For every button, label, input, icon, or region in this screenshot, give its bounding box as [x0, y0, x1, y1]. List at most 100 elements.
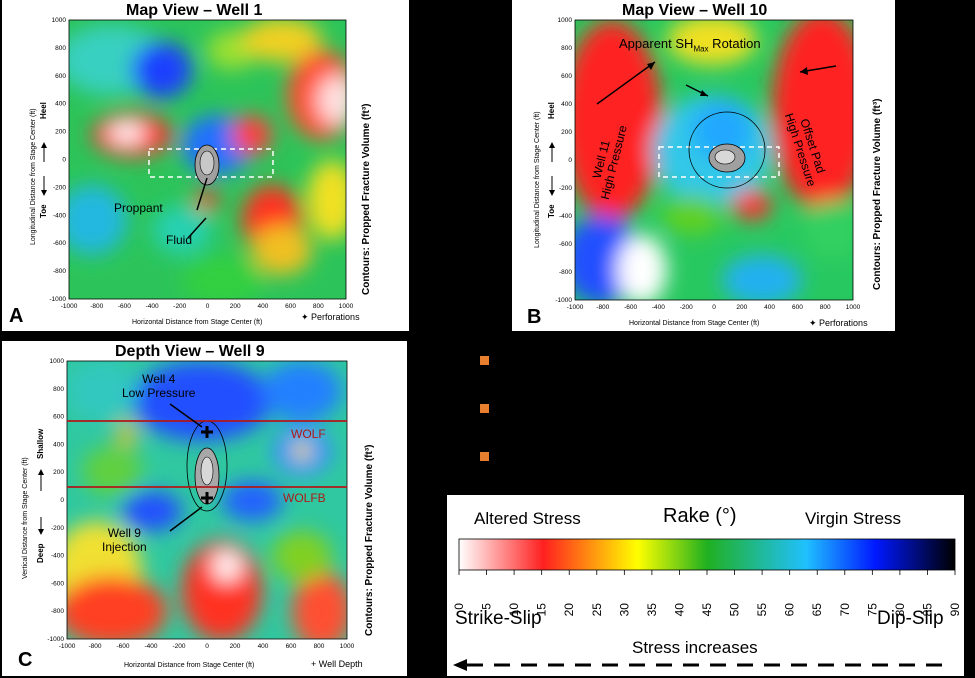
- x-tick-label: -200: [680, 304, 693, 311]
- x-tick-label: -600: [118, 303, 131, 310]
- x-tick-label: -1000: [567, 304, 584, 311]
- wolfb-label: WOLFB: [283, 491, 326, 505]
- y-tick-label: 200: [561, 129, 572, 136]
- y-tick-label: -1000: [49, 296, 66, 303]
- x-tick-label: -1000: [59, 643, 76, 650]
- x-tick-label: 1000: [846, 304, 861, 311]
- panel-a-xlabel: Horizontal Distance from Stage Center (f…: [132, 319, 263, 326]
- x-tick-label: 600: [792, 304, 803, 311]
- y-tick-label: -800: [559, 269, 572, 276]
- y-tick-label: -200: [51, 525, 64, 532]
- panel-c-x-ticks: -1000 -800 -600 -400 -200 0 200 400 600 800 1000: [59, 643, 355, 650]
- well9-marker: [201, 492, 213, 504]
- well9-label: Well 9 Injection: [102, 526, 147, 554]
- panel-c-letter: C: [18, 649, 33, 671]
- legend-tick-label: 15: [535, 603, 549, 617]
- x-tick-label: 600: [285, 303, 296, 310]
- panel-a-dir-arrows: [41, 142, 47, 196]
- proppant-arrow: [196, 177, 208, 211]
- x-tick-label: -1000: [61, 303, 78, 310]
- panel-b-dir-arrows: [549, 142, 555, 196]
- panel-b-x-ticks: -1000 -800 -600 -400 -200 0 200 400 600 800 1000: [567, 304, 861, 311]
- y-tick-label: -200: [53, 184, 66, 191]
- y-tick-label: 0: [62, 157, 66, 164]
- y-tick-label: 200: [53, 469, 64, 476]
- y-tick-label: 0: [60, 497, 64, 504]
- panel-c-depth-note: + Well Depth: [311, 659, 363, 669]
- panel-a-plot: -1000 -800 -600 -400 -200 0 200 400 600 800 1000 1…: [49, 17, 353, 310]
- x-tick-label: -800: [90, 303, 103, 310]
- panel-c-title: Depth View – Well 9: [115, 343, 265, 360]
- legend-colorbar: 0 5 10 15 20 25 30 35 40 45 50 55 60 65 70 75 80 85 90: [452, 538, 962, 671]
- x-tick-label: 800: [313, 303, 324, 310]
- bullet-1: [480, 356, 489, 365]
- panel-a: -1000 -800 -600 -400 -200 0 200 400 600 800 1000 1…: [2, 0, 409, 331]
- fluid-arrow: [187, 217, 207, 239]
- x-tick-label: 0: [712, 304, 716, 311]
- x-tick-label: -800: [88, 643, 101, 650]
- panel-b: -1000 -800 -600 -400 -200 0 200 400 600 800 1000 1…: [512, 0, 895, 331]
- y-tick-label: 400: [53, 441, 64, 448]
- panel-c: -1000 -800 -600 -400 -200 0 200 400 600 800 1000 1…: [2, 341, 407, 676]
- x-tick-label: -400: [652, 304, 665, 311]
- x-tick-label: -400: [144, 643, 157, 650]
- legend-altered-stress: Altered Stress: [474, 509, 581, 528]
- legend-tick-label: 85: [920, 603, 934, 617]
- y-tick-label: 800: [53, 386, 64, 393]
- panel-b-xlabel: Horizontal Distance from Stage Center (f…: [629, 320, 760, 327]
- panel-b-perf-note: ✦ Perforations: [809, 318, 868, 328]
- legend-tick-label: 60: [783, 603, 797, 617]
- legend-tick-label: 10: [507, 603, 521, 617]
- x-tick-label: 400: [258, 643, 269, 650]
- panel-c-shallow: Shallow: [36, 428, 45, 459]
- x-tick-label: -800: [596, 304, 609, 311]
- legend-dip-slip: Dip-Slip: [877, 608, 944, 629]
- panel-c-y-ticks: 1000 800 600 400 200 0 -200 -400 -600 -800 -1000: [47, 358, 64, 643]
- bullet-3: [480, 452, 489, 461]
- y-tick-label: 400: [55, 101, 66, 108]
- proppant-label: Proppant: [114, 201, 163, 215]
- panel-c-ylabel: Vertical Distance from Stage Center (ft): [22, 457, 29, 579]
- x-tick-label: -600: [624, 304, 637, 311]
- panel-a-ylabel: Longitudinal Distance from Stage Center …: [30, 108, 37, 245]
- y-tick-label: -600: [559, 241, 572, 248]
- panel-b-letter: B: [527, 306, 542, 328]
- y-tick-label: 800: [561, 45, 572, 52]
- legend-strike-slip: Strike-Slip: [455, 608, 542, 629]
- y-tick-label: 600: [561, 73, 572, 80]
- x-tick-label: -200: [172, 643, 185, 650]
- panel-c-contours: Contours: Propped Fracture Volume (ft³): [364, 444, 375, 636]
- legend-tick-label: 35: [645, 603, 659, 617]
- y-tick-label: 1000: [50, 358, 65, 365]
- well9-arrow: [169, 506, 203, 532]
- fluid-label: Fluid: [166, 233, 193, 247]
- panel-b-contours: Contours: Propped Fracture Volume (ft³): [872, 98, 883, 290]
- legend-tick-label: 20: [562, 603, 576, 617]
- x-tick-label: 200: [736, 304, 747, 311]
- rotation-label: Apparent SHMax Rotation: [619, 36, 761, 54]
- y-tick-label: 400: [561, 101, 572, 108]
- y-tick-label: -1000: [555, 297, 572, 304]
- y-tick-label: 1000: [558, 17, 573, 24]
- panel-b-title: Map View – Well 10: [622, 2, 768, 19]
- legend-tick-label: 50: [728, 603, 742, 617]
- wolf-label: WOLF: [291, 427, 326, 441]
- y-tick-label: 200: [55, 129, 66, 136]
- panel-b-heel: Heel: [547, 102, 556, 119]
- panel-b-y-ticks: 1000 800 600 400 200 0 -200 -400 -600 -800 -1000: [555, 17, 572, 304]
- y-tick-label: -600: [53, 240, 66, 247]
- y-tick-label: -600: [51, 580, 64, 587]
- y-tick-label: 1000: [52, 17, 67, 24]
- y-tick-label: -400: [559, 213, 572, 220]
- x-tick-label: 0: [205, 643, 209, 650]
- y-tick-label: -400: [51, 553, 64, 560]
- x-tick-label: -400: [146, 303, 159, 310]
- panel-a-contours: Contours: Propped Fracture Volume (ft³): [361, 103, 372, 295]
- y-tick-label: 800: [55, 45, 66, 52]
- y-tick-label: -200: [559, 185, 572, 192]
- panel-a-letter: A: [9, 305, 24, 327]
- legend-tick-label: 5: [480, 603, 494, 610]
- legend-tick-label: 55: [755, 603, 769, 617]
- legend-tick-label: 45: [700, 603, 714, 617]
- panel-c-xlabel: Horizontal Distance from Stage Center (f…: [124, 662, 255, 669]
